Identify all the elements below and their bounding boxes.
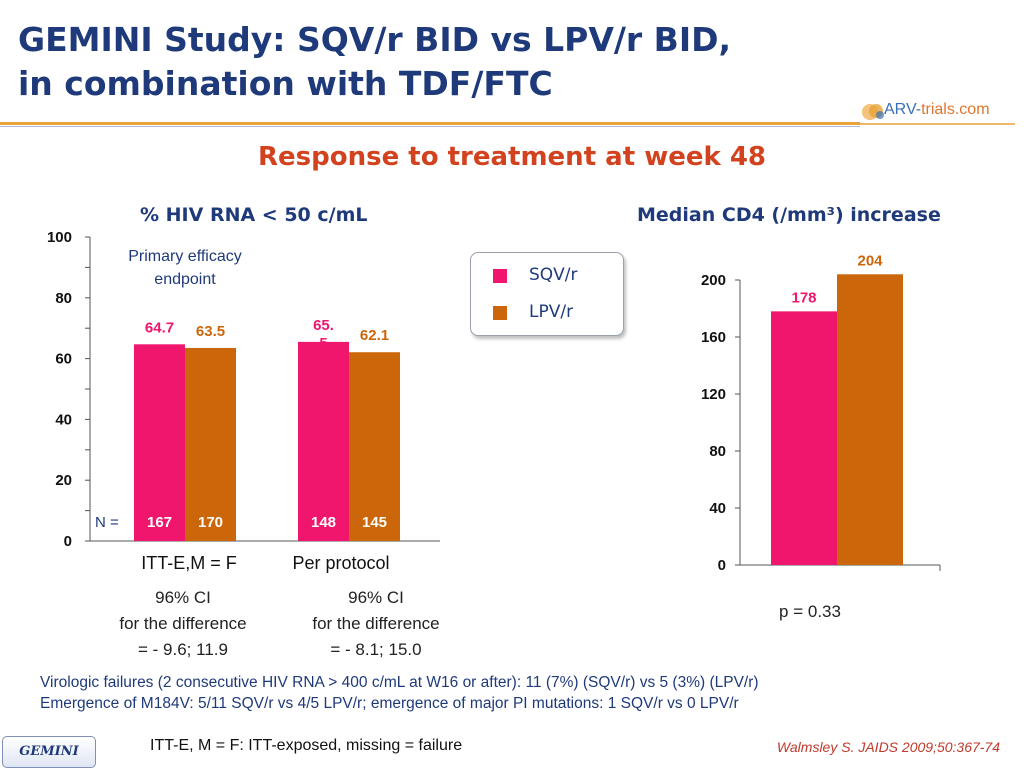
ci-caption-itt: 96% CI for the difference = - 9.6; 11.9: [83, 585, 283, 663]
bar-value-label: 63.5: [196, 323, 225, 340]
study-badge: GEMINI: [2, 736, 96, 768]
logo-wordmark: ARV-trials.com: [884, 101, 990, 119]
slide-title-line-2: in combination with TDF/FTC: [18, 64, 553, 103]
y-tick-label: 0: [64, 533, 72, 550]
ci-caption-itt-line-1: 96% CI: [155, 588, 211, 607]
slide-title: GEMINI Study: SQV/r BID vs LPV/r BID, in…: [18, 18, 838, 106]
y-tick-label: 40: [55, 411, 72, 428]
bar-lpvr-cd4: [837, 274, 903, 565]
bar-lpvr-0: [185, 347, 236, 541]
bar-lpvr-1: [349, 352, 400, 541]
legend-label-lpv: LPV/r: [529, 302, 574, 322]
y-tick-label: 0: [718, 557, 726, 574]
slide-subtitle: Response to treatment at week 48: [257, 142, 767, 172]
legend-swatch-sqv: [493, 269, 507, 283]
y-tick-label: 40: [709, 500, 726, 517]
bar-n-label: 145: [362, 514, 387, 531]
primary-endpoint-annotation: Primary efficacy endpoint: [128, 248, 242, 288]
reference: Walmsley S. JAIDS 2009;50:367-74: [776, 739, 1000, 755]
bar-sqvr-cd4: [771, 311, 837, 565]
y-tick-label: 20: [55, 472, 72, 489]
bar-value-label: 64.7: [145, 319, 174, 336]
ci-caption-itt-line-2: for the difference: [119, 614, 247, 633]
y-tick-label: 60: [55, 351, 72, 368]
logo-suffix: .com: [954, 101, 990, 118]
ci-caption-pp-line-2: for the difference: [312, 614, 440, 633]
title-divider-thin: [0, 126, 860, 127]
bar-value-label: 204: [857, 252, 883, 269]
y-tick-label: 160: [701, 329, 726, 346]
bar-n-label: 170: [198, 514, 223, 531]
footnote-line-2: Emergence of M184V: 5/11 SQV/r vs 4/5 LP…: [40, 695, 739, 712]
title-divider: [0, 122, 860, 125]
p-value: p = 0.33: [779, 602, 841, 621]
chart-2-title: Median CD4 (/mm³) increase: [637, 204, 941, 226]
logo-trials: trials: [921, 101, 955, 118]
legend: SQV/r LPV/r: [470, 252, 624, 336]
y-tick-label: 100: [47, 229, 72, 246]
bar-sqvr-1: [298, 341, 349, 541]
legend-swatch-lpv: [493, 306, 507, 320]
bar-sqvr-0: [134, 344, 185, 541]
ci-caption-pp-line-1: 96% CI: [348, 588, 404, 607]
ci-caption-pp-line-3: = - 8.1; 15.0: [330, 640, 422, 659]
definition-note: ITT-E, M = F: ITT-exposed, missing = fai…: [150, 737, 463, 754]
n-label: N =: [95, 514, 119, 531]
chart-1-title: % HIV RNA < 50 c/mL: [140, 204, 368, 226]
logo-prefix: ARV-: [884, 101, 922, 118]
y-tick-label: 200: [701, 272, 726, 289]
category-label: Per protocol: [292, 553, 389, 573]
legend-label-sqv: SQV/r: [529, 265, 578, 285]
cd4-chart: 0 40 80 120 160 200 178 204: [701, 252, 941, 574]
ci-caption-itt-line-3: = - 9.6; 11.9: [138, 640, 228, 659]
slide-title-line-1: GEMINI Study: SQV/r BID vs LPV/r BID,: [18, 20, 732, 59]
y-tick-label: 120: [701, 386, 726, 403]
bar-n-label: 148: [311, 514, 336, 531]
hiv-rna-chart: 0 20 40 60 80 100 Primary efficacy endpoint 64.7…: [47, 229, 440, 573]
y-tick-label: 80: [709, 443, 726, 460]
bar-value-label: 62.1: [360, 327, 389, 344]
y-tick-label: 80: [55, 290, 72, 307]
footnote: Virologic failures (2 consecutive HIV RN…: [40, 672, 1000, 714]
bar-value-label: 65. 5: [313, 317, 334, 352]
arv-trials-logo-icon: [860, 104, 1015, 125]
ci-caption-pp: 96% CI for the difference = - 8.1; 15.0: [276, 585, 476, 663]
category-label: ITT-E,M = F: [141, 553, 237, 573]
bar-value-label: 178: [791, 289, 816, 306]
bar-n-label: 167: [147, 514, 172, 531]
footnote-line-1: Virologic failures (2 consecutive HIV RN…: [40, 674, 759, 691]
